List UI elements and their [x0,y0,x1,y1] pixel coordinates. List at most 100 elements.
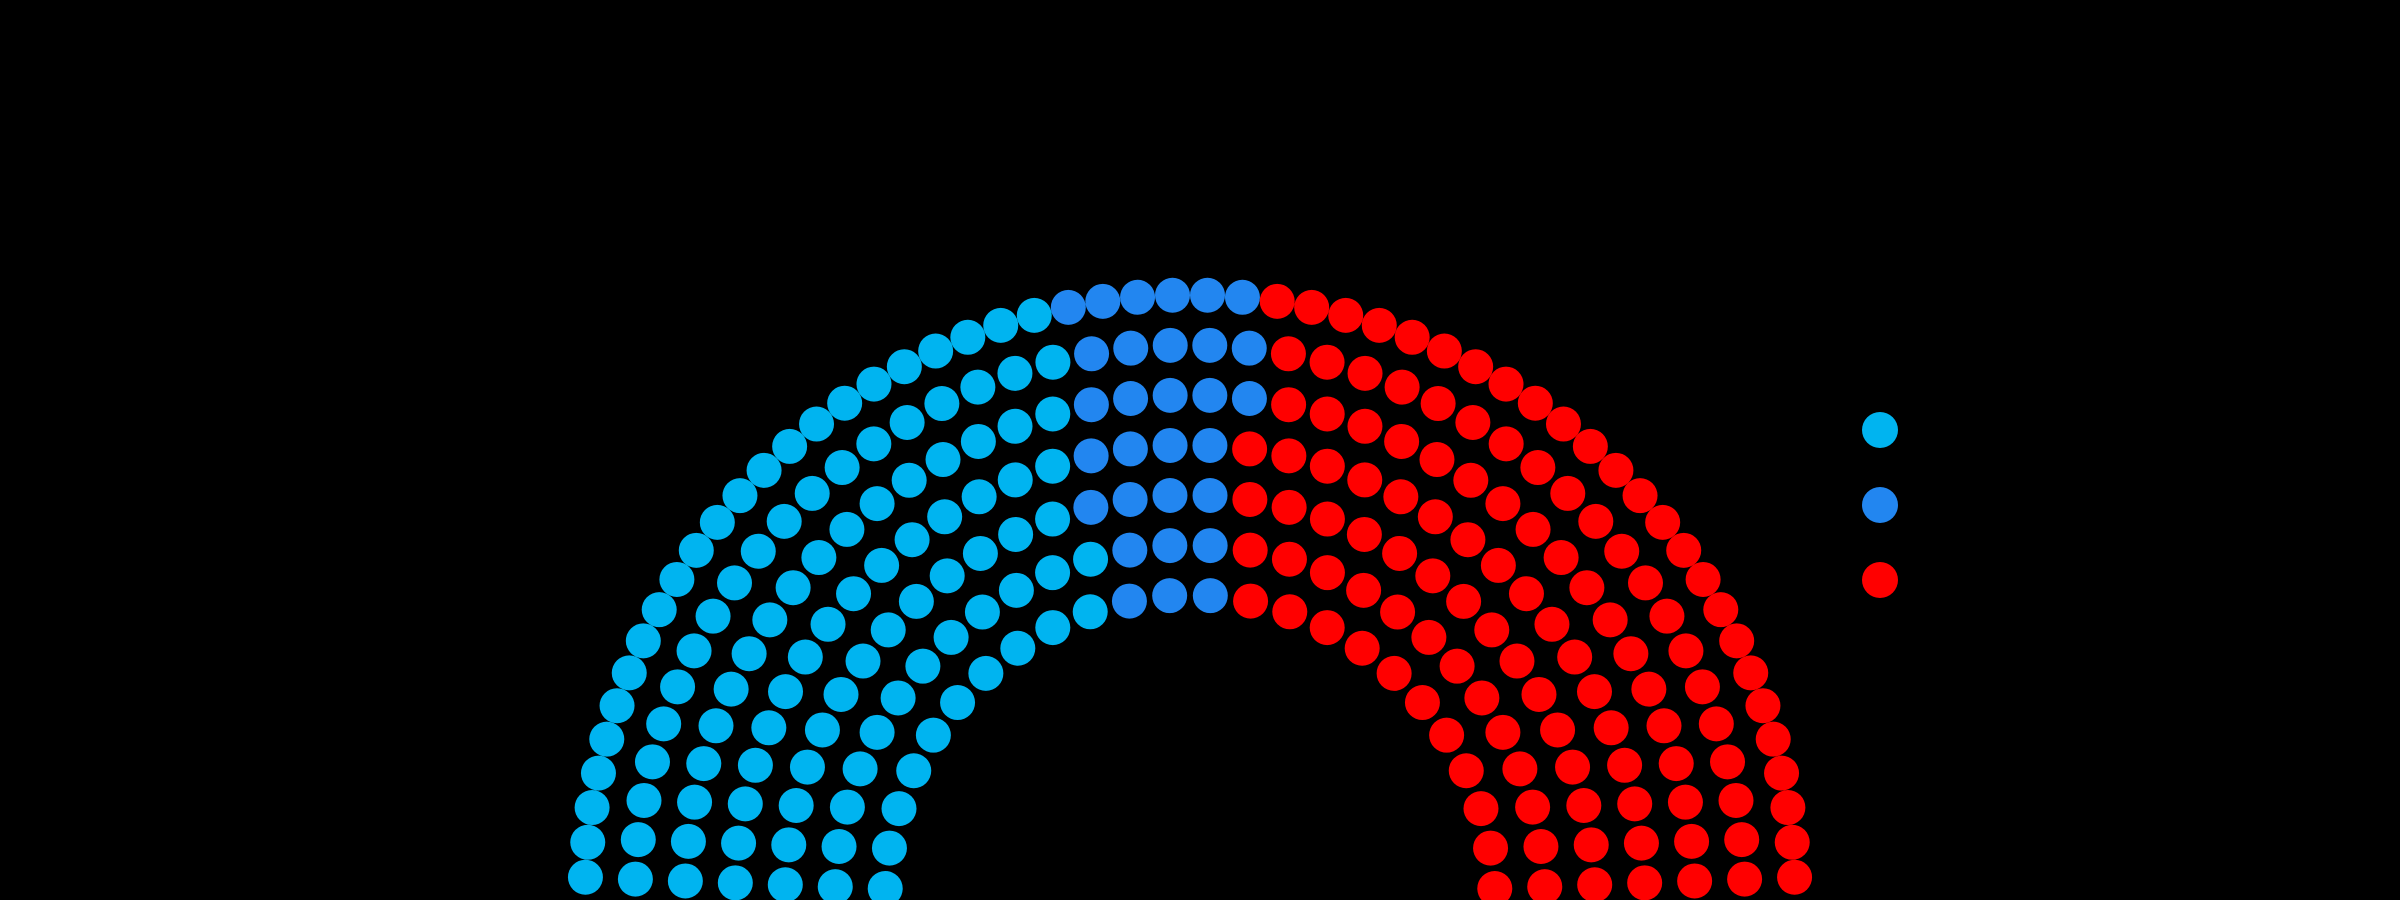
seat-dot[interactable] [1485,714,1521,750]
seat-dot[interactable] [1120,279,1156,315]
seat-dot[interactable] [1152,578,1188,614]
seat-dot[interactable] [1727,861,1763,897]
seat-dot[interactable] [670,823,706,859]
seat-dot[interactable] [767,867,803,900]
seat-dot[interactable] [998,516,1034,552]
seat-dot[interactable] [864,547,900,583]
seat-dot[interactable] [646,706,682,742]
seat-dot[interactable] [898,583,934,619]
seat-dot[interactable] [827,385,863,421]
seat-dot[interactable] [1152,377,1188,413]
seat-dot[interactable] [845,643,881,679]
seat-dot[interactable] [1272,594,1308,630]
seat-dot[interactable] [1534,606,1570,642]
seat-dot[interactable] [836,576,872,612]
seat-dot[interactable] [1774,824,1810,860]
seat-dot[interactable] [1543,540,1579,576]
seat-dot[interactable] [1016,297,1052,333]
seat-dot[interactable] [1607,747,1643,783]
seat-dot[interactable] [1259,283,1295,319]
seat-dot[interactable] [1112,481,1148,517]
seat-dot[interactable] [960,369,996,405]
seat-dot[interactable] [817,869,853,900]
seat-dot[interactable] [1420,386,1456,422]
seat-dot[interactable] [1152,327,1188,363]
seat-dot[interactable] [927,499,963,535]
seat-dot[interactable] [1232,532,1268,568]
seat-dot[interactable] [1346,516,1382,552]
seat-dot[interactable] [1309,610,1345,646]
seat-dot[interactable] [924,386,960,422]
seat-dot[interactable] [859,714,895,750]
seat-dot[interactable] [1578,503,1614,539]
seat-dot[interactable] [961,479,997,515]
seat-dot[interactable] [1521,676,1557,712]
seat-dot[interactable] [905,648,941,684]
seat-dot[interactable] [1411,619,1447,655]
seat-dot[interactable] [997,462,1033,498]
seat-dot[interactable] [717,565,753,601]
seat-dot[interactable] [1073,387,1109,423]
seat-dot[interactable] [1190,277,1225,313]
seat-dot[interactable] [968,655,1004,691]
seat-dot[interactable] [746,452,782,488]
seat-dot[interactable] [1646,708,1682,744]
seat-dot[interactable] [570,824,606,860]
seat-dot[interactable] [1458,349,1494,385]
seat-dot[interactable] [1573,827,1609,863]
seat-dot[interactable] [1515,789,1551,825]
seat-dot[interactable] [686,746,722,782]
seat-dot[interactable] [620,822,656,858]
seat-dot[interactable] [1309,396,1345,432]
seat-dot[interactable] [1698,706,1734,742]
seat-dot[interactable] [1764,755,1800,791]
seat-dot[interactable] [1085,283,1121,319]
seat-dot[interactable] [1035,396,1071,432]
seat-dot[interactable] [1415,558,1451,594]
seat-dot[interactable] [1192,578,1228,614]
seat-dot[interactable] [1271,387,1307,423]
legend-item[interactable] [1862,542,2342,617]
seat-dot[interactable] [1719,623,1755,659]
seat-dot[interactable] [950,319,986,355]
seat-dot[interactable] [1271,489,1307,525]
seat-dot[interactable] [1309,501,1345,537]
seat-dot[interactable] [1155,277,1190,313]
seat-dot[interactable] [731,636,767,672]
seat-dot[interactable] [1073,489,1109,525]
seat-dot[interactable] [929,558,965,594]
seat-dot[interactable] [617,861,653,897]
seat-dot[interactable] [842,751,878,787]
seat-dot[interactable] [1777,859,1813,895]
seat-dot[interactable] [804,712,840,748]
seat-dot[interactable] [1557,639,1593,675]
seat-dot[interactable] [1523,829,1559,865]
seat-dot[interactable] [821,829,857,865]
seat-dot[interactable] [659,561,695,597]
seat-dot[interactable] [1485,486,1521,522]
seat-dot[interactable] [1271,438,1307,474]
legend-item[interactable] [1862,467,2342,542]
seat-dot[interactable] [1035,501,1071,537]
seat-dot[interactable] [1446,583,1482,619]
seat-dot[interactable] [1667,784,1703,820]
seat-dot[interactable] [1613,636,1649,672]
seat-dot[interactable] [829,789,865,825]
seat-dot[interactable] [1035,610,1071,646]
seat-dot[interactable] [1627,565,1663,601]
seat-dot[interactable] [1666,532,1702,568]
seat-dot[interactable] [1224,279,1260,315]
seat-dot[interactable] [1309,448,1345,484]
seat-dot[interactable] [1502,751,1538,787]
seat-dot[interactable] [751,710,787,746]
seat-dot[interactable] [625,623,661,659]
seat-dot[interactable] [829,511,865,547]
seat-dot[interactable] [891,462,927,498]
seat-dot[interactable] [1622,478,1658,514]
seat-dot[interactable] [1417,499,1453,535]
seat-dot[interactable] [1231,381,1267,417]
seat-dot[interactable] [768,674,804,710]
seat-dot[interactable] [752,602,788,638]
seat-dot[interactable] [1384,423,1420,459]
seat-dot[interactable] [1598,452,1634,488]
